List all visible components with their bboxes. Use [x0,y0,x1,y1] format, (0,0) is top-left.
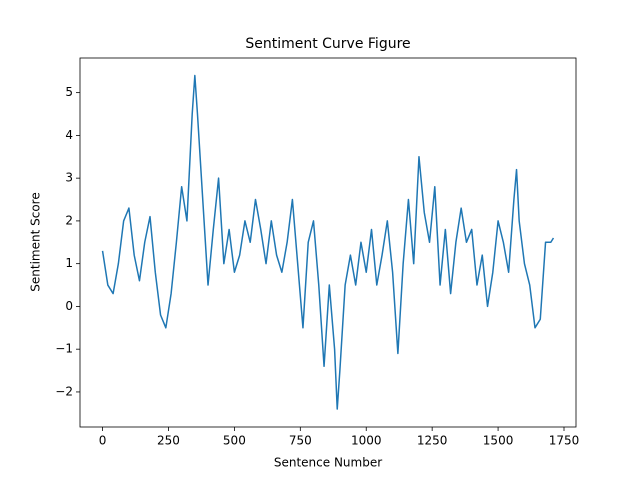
y-tick-label: 4 [65,128,73,142]
y-axis-label: Sentiment Score [29,192,43,291]
x-tick-label: 1250 [417,434,448,448]
chart-title: Sentiment Curve Figure [245,36,410,52]
y-tick-label: 5 [65,85,73,99]
y-tick-label: −2 [55,384,73,398]
line [101,74,555,410]
x-tick-label: 500 [223,434,246,448]
y-tick-label: 1 [65,256,73,270]
y-tick-label: −1 [55,342,73,356]
x-tick-label: 0 [99,434,107,448]
axes-frame [79,57,577,428]
x-tick-label: 750 [289,434,312,448]
y-tick-label: 0 [65,299,73,313]
x-axis-label: Sentence Number [274,456,382,470]
x-tick-label: 1750 [549,434,580,448]
x-tick-label: 250 [157,434,180,448]
y-tick-label: 2 [65,213,73,227]
x-tick-label: 1500 [483,434,514,448]
x-tick-label: 1000 [351,434,382,448]
y-tick-label: 3 [65,171,73,185]
